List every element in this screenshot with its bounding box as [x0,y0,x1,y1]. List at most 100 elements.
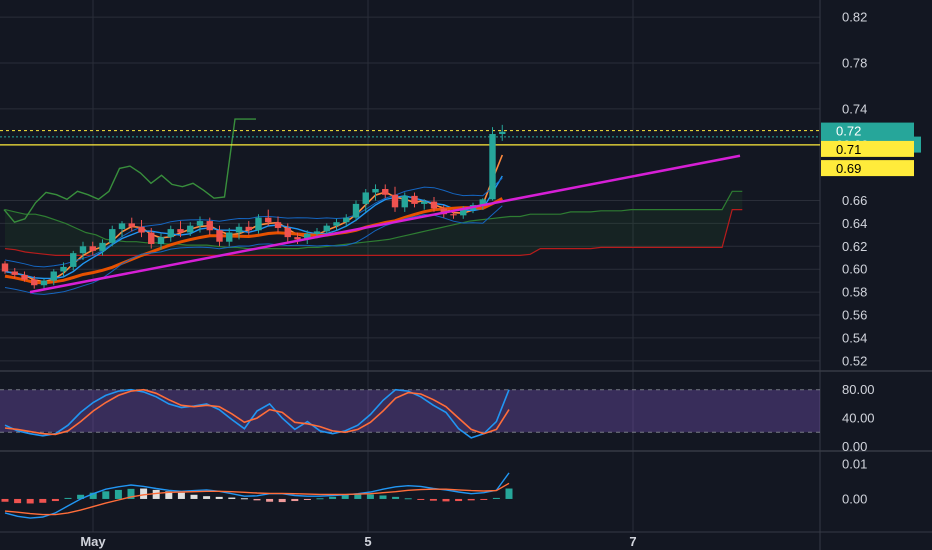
macd-histogram-bar [89,492,97,499]
candle-body [430,201,438,209]
level-tag-2-text: 0.69 [836,161,861,176]
price-tick-label: 0.78 [842,56,867,71]
price-tick-label: 0.52 [842,353,867,368]
macd-tick-label: 0.01 [842,457,867,472]
lower-band-line [4,205,503,295]
stoch-tick-label: 80.00 [842,382,875,397]
moving-average-lines [4,154,504,295]
macd-histogram-bar [480,498,488,500]
cloud-span-a [4,190,743,250]
macd-histogram-bar [165,491,173,499]
macd-signal-line [4,482,510,516]
time-tick-label: 5 [364,534,371,549]
candle-body [352,203,360,218]
macd-histogram-bar [64,497,72,499]
macd-histogram-bar [26,498,34,504]
candle-body [226,232,233,242]
candle-body [382,189,389,195]
level-tag-2: 0.69 [821,160,914,177]
candle-body [284,227,291,238]
candle-body [265,217,272,223]
candle-body [31,279,38,286]
candle-body [362,192,369,204]
candle-body [128,223,135,227]
macd-histogram-bar [404,498,412,500]
cloud-fill [5,191,743,256]
ichimoku-cloud [3,118,743,256]
macd-histogram-bar [152,489,160,499]
macd-histogram-bar [1,498,9,502]
candlestick-series [1,124,506,289]
price-axis[interactable]: 0.82 0.78 0.74 0.66 0.64 0.62 0.60 0.58 0.56 0.54… [842,10,875,507]
candle-body [99,242,106,251]
macd-histogram-bar [417,498,425,500]
macd-histogram-bar [127,488,135,499]
time-tick-label: 7 [629,534,636,549]
candle-body [401,195,408,208]
candle-body [11,271,18,275]
candle-body [177,229,184,233]
upper-band-line [4,177,503,268]
candle-body [304,233,311,240]
macd-histogram-bar [455,498,463,502]
macd-histogram-bar [240,498,248,500]
candle-body [157,237,165,244]
price-tick-label: 0.66 [842,193,867,208]
candle-body [274,222,282,228]
candle-body [60,266,67,272]
candle-body [460,209,467,216]
stoch-k-line [4,388,510,439]
macd-histogram-bar [51,498,59,502]
candle-body [235,226,243,233]
cloud-span-b [4,209,743,256]
candle-body [167,229,174,238]
macd-tick-label: 0.00 [842,491,867,506]
level-tag-1-text: 0.71 [836,142,861,157]
macd-histogram-bar [379,495,387,499]
macd-line [4,472,510,519]
macd-histogram-bar [77,494,85,499]
candle-body [450,214,457,216]
stoch-tick-label: 40.00 [842,411,875,426]
candle-body [216,230,223,242]
candle-body [255,217,262,231]
stoch-band [0,389,820,433]
candle-body [313,231,321,234]
price-tick-label: 0.54 [842,330,867,345]
candle-body [499,131,506,135]
last-price-tag-text: 0.72 [836,124,861,139]
macd-histogram-bar [442,498,450,502]
macd-histogram-bar [203,496,211,499]
price-tick-label: 0.58 [842,285,867,300]
macd-histogram-bar [114,489,122,499]
macd-histogram-bar [392,496,400,499]
lagging-span [3,118,256,224]
macd-histogram-bar [467,498,475,501]
last-price-tag: 0.72 [821,122,914,139]
macd-histogram-bar [316,498,324,500]
macd-histogram-bar [140,488,148,499]
candle-body [118,223,126,230]
macd-histogram-bar [253,498,261,501]
trendline[interactable] [29,154,741,294]
horizontal-levels[interactable] [0,130,820,146]
stochastic-pane [0,388,820,439]
slow-ma-line [4,197,504,285]
macd-histogram-bar [505,488,513,499]
candle-body [196,221,204,226]
candle-body [50,271,57,281]
price-tick-label: 0.82 [842,10,867,25]
time-axis[interactable]: May 5 7 [80,534,636,549]
macd-histogram-bar [366,494,374,499]
level-tag-1-bg [821,140,914,157]
candle-body [138,226,145,233]
price-tick-label: 0.64 [842,216,867,231]
candle-body [421,201,428,204]
macd-histogram-bar [215,496,223,499]
macd-histogram-bar [39,498,47,503]
candle-body [148,232,155,244]
candle-body [489,134,496,200]
